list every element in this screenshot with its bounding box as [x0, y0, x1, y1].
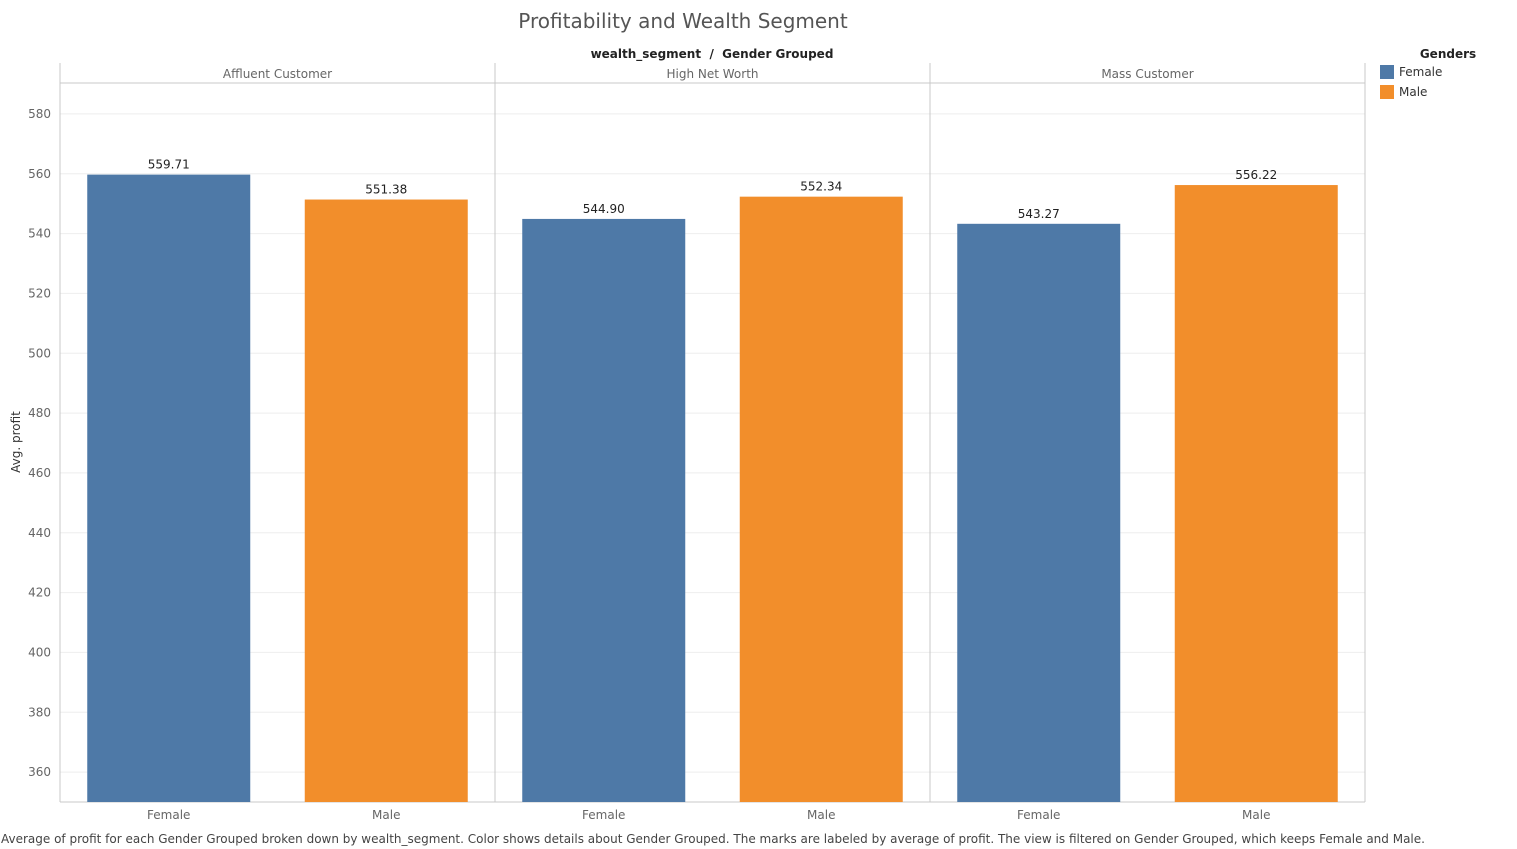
bar[interactable] — [957, 223, 1121, 802]
bar[interactable] — [1174, 185, 1338, 803]
legend[interactable]: Genders Female Male — [1380, 47, 1476, 99]
column-header: wealth_segment / Gender Grouped — [591, 47, 834, 62]
legend-swatch-female — [1380, 65, 1394, 79]
legend-swatch-male — [1380, 85, 1394, 99]
y-tick-label: 540 — [28, 227, 51, 241]
y-tick-label: 400 — [28, 645, 51, 659]
x-tick-label: Female — [1017, 808, 1060, 822]
legend-title: Genders — [1420, 47, 1476, 61]
legend-label-female[interactable]: Female — [1399, 65, 1442, 79]
pane-header: High Net Worth — [666, 67, 758, 81]
labels: Affluent Customer 559.71 Female 551.38 Male H… — [147, 67, 1277, 822]
bar[interactable] — [87, 174, 251, 803]
y-tick-label: 580 — [28, 107, 51, 121]
x-tick-label: Male — [807, 808, 835, 822]
bar-value-label: 552.34 — [800, 180, 842, 194]
y-tick-label: 440 — [28, 526, 51, 540]
bar[interactable] — [522, 218, 686, 802]
bar-value-label: 544.90 — [583, 202, 625, 216]
y-tick-label: 360 — [28, 765, 51, 779]
y-tick-label: 520 — [28, 286, 51, 300]
x-tick-label: Female — [147, 808, 190, 822]
y-tick-label: 500 — [28, 346, 51, 360]
chart-caption: Average of profit for each Gender Groupe… — [1, 832, 1425, 846]
x-tick-label: Male — [372, 808, 400, 822]
pane-header: Affluent Customer — [223, 67, 332, 81]
y-tick-label: 380 — [28, 705, 51, 719]
bar[interactable] — [739, 196, 903, 803]
bars — [87, 174, 1338, 803]
y-axis-label: Avg. profit — [9, 411, 23, 473]
pane-header: Mass Customer — [1101, 67, 1193, 81]
y-tick-label: 420 — [28, 586, 51, 600]
chart-title: Profitability and Wealth Segment — [518, 9, 848, 33]
bar-value-label: 551.38 — [365, 183, 407, 197]
x-tick-label: Male — [1242, 808, 1270, 822]
y-tick-label: 480 — [28, 406, 51, 420]
pane-frames — [59, 63, 1366, 803]
legend-label-male[interactable]: Male — [1399, 85, 1427, 99]
y-tick-label: 560 — [28, 167, 51, 181]
bar-value-label: 556.22 — [1235, 168, 1277, 182]
bar-value-label: 543.27 — [1018, 207, 1060, 221]
grid: 360 380 400 420 440 460 480 500 520 540 560 580 — [28, 107, 1365, 779]
x-tick-label: Female — [582, 808, 625, 822]
chart: Profitability and Wealth Segment wealth_… — [9, 9, 1476, 822]
y-tick-label: 460 — [28, 466, 51, 480]
bar[interactable] — [304, 199, 468, 803]
bar-value-label: 559.71 — [148, 158, 190, 172]
